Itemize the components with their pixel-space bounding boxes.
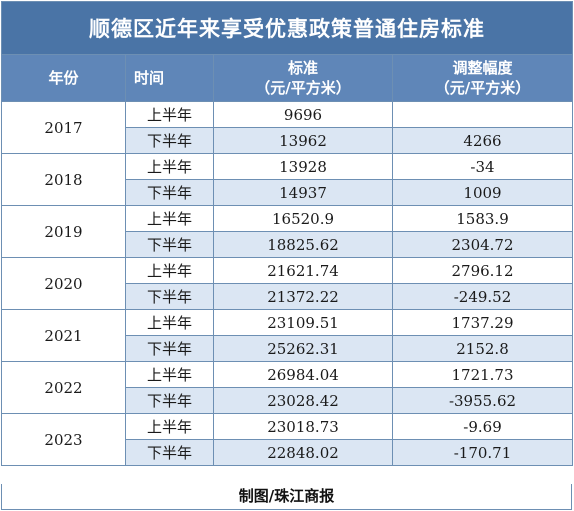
header-standard-unit: （元/平方米） bbox=[255, 79, 351, 97]
half-year-cell: 下半年 bbox=[125, 335, 214, 362]
header-change: 调整幅度 （元/平方米） bbox=[392, 54, 573, 102]
header-change-unit: （元/平方米） bbox=[434, 79, 531, 97]
year-cell: 2021 bbox=[1, 309, 126, 362]
housing-standard-table: 顺德区近年来享受优惠政策普通住房标准 年份 时间 标准 （元/平方米） 调整幅度… bbox=[1, 1, 573, 466]
table-row: 2019 上半年 16520.9 1583.9 bbox=[1, 205, 573, 258]
standard-cell: 21372.22 bbox=[213, 283, 393, 310]
half-year-cell: 上半年 bbox=[125, 101, 214, 128]
year-cell: 2020 bbox=[1, 257, 126, 310]
credit-footer: 制图/珠江商报 bbox=[1, 484, 572, 510]
table-row: 下半年 21372.22 -249.52 bbox=[2, 283, 573, 310]
table-row: 2018 上半年 13928 -34 bbox=[1, 153, 573, 206]
year-cell: 2018 bbox=[1, 153, 126, 206]
table-title: 顺德区近年来享受优惠政策普通住房标准 bbox=[1, 1, 573, 55]
change-cell: 4266 bbox=[392, 127, 573, 154]
change-cell: -170.71 bbox=[392, 439, 573, 466]
header-standard: 标准 （元/平方米） bbox=[213, 54, 393, 102]
half-year-cell: 上半年 bbox=[125, 413, 214, 440]
standard-cell: 23028.42 bbox=[213, 387, 393, 414]
standard-cell: 23018.73 bbox=[213, 413, 393, 440]
year-cell: 2022 bbox=[1, 361, 126, 414]
change-cell bbox=[392, 101, 573, 128]
standard-cell: 25262.31 bbox=[213, 335, 393, 362]
half-year-cell: 下半年 bbox=[125, 439, 214, 466]
change-cell: -3955.62 bbox=[392, 387, 573, 414]
half-year-cell: 下半年 bbox=[125, 283, 214, 310]
table-row: 下半年 18825.62 2304.72 bbox=[2, 231, 573, 258]
half-year-cell: 上半年 bbox=[125, 205, 214, 232]
half-year-cell: 上半年 bbox=[125, 309, 214, 336]
standard-cell: 22848.02 bbox=[213, 439, 393, 466]
table-row: 2017 上半年 9696 bbox=[1, 101, 573, 154]
standard-cell: 9696 bbox=[213, 101, 393, 128]
table-row: 2020 上半年 21621.74 2796.12 bbox=[1, 257, 573, 310]
change-cell: 2304.72 bbox=[392, 231, 573, 258]
header-time: 时间 bbox=[125, 54, 214, 102]
half-year-cell: 下半年 bbox=[125, 231, 214, 258]
change-cell: 1721.73 bbox=[392, 361, 573, 388]
header-row: 年份 时间 标准 （元/平方米） 调整幅度 （元/平方米） bbox=[1, 54, 573, 102]
change-cell: 1737.29 bbox=[392, 309, 573, 336]
change-cell: 2796.12 bbox=[392, 257, 573, 284]
table-row: 2022 上半年 26984.04 1721.73 bbox=[1, 361, 573, 414]
standard-cell: 18825.62 bbox=[213, 231, 393, 258]
change-cell: 2152.8 bbox=[392, 335, 573, 362]
standard-cell: 14937 bbox=[213, 179, 393, 206]
standard-cell: 13928 bbox=[213, 153, 393, 180]
table-row: 下半年 13962 4266 bbox=[2, 127, 573, 154]
header-standard-label: 标准 bbox=[287, 59, 318, 77]
change-cell: -34 bbox=[392, 153, 573, 180]
half-year-cell: 下半年 bbox=[125, 127, 214, 154]
half-year-cell: 上半年 bbox=[125, 153, 214, 180]
table-row: 2023 上半年 23018.73 -9.69 bbox=[1, 413, 573, 466]
year-cell: 2017 bbox=[1, 101, 126, 154]
table-row: 下半年 14937 1009 bbox=[2, 179, 573, 206]
standard-cell: 16520.9 bbox=[213, 205, 393, 232]
standard-cell: 23109.51 bbox=[213, 309, 393, 336]
half-year-cell: 上半年 bbox=[125, 257, 214, 284]
half-year-cell: 下半年 bbox=[125, 179, 214, 206]
year-cell: 2019 bbox=[1, 205, 126, 258]
standard-cell: 21621.74 bbox=[213, 257, 393, 284]
change-cell: 1583.9 bbox=[392, 205, 573, 232]
standard-cell: 13962 bbox=[213, 127, 393, 154]
table-row: 下半年 22848.02 -170.71 bbox=[2, 439, 573, 466]
table-row: 2021 上半年 23109.51 1737.29 bbox=[1, 309, 573, 362]
change-cell: 1009 bbox=[392, 179, 573, 206]
change-cell: -249.52 bbox=[392, 283, 573, 310]
change-cell: -9.69 bbox=[392, 413, 573, 440]
year-cell: 2023 bbox=[1, 413, 126, 466]
half-year-cell: 下半年 bbox=[125, 387, 214, 414]
table-row: 下半年 25262.31 2152.8 bbox=[2, 335, 573, 362]
header-year: 年份 bbox=[1, 54, 126, 102]
half-year-cell: 上半年 bbox=[125, 361, 214, 388]
header-change-label: 调整幅度 bbox=[452, 59, 513, 77]
standard-cell: 26984.04 bbox=[213, 361, 393, 388]
